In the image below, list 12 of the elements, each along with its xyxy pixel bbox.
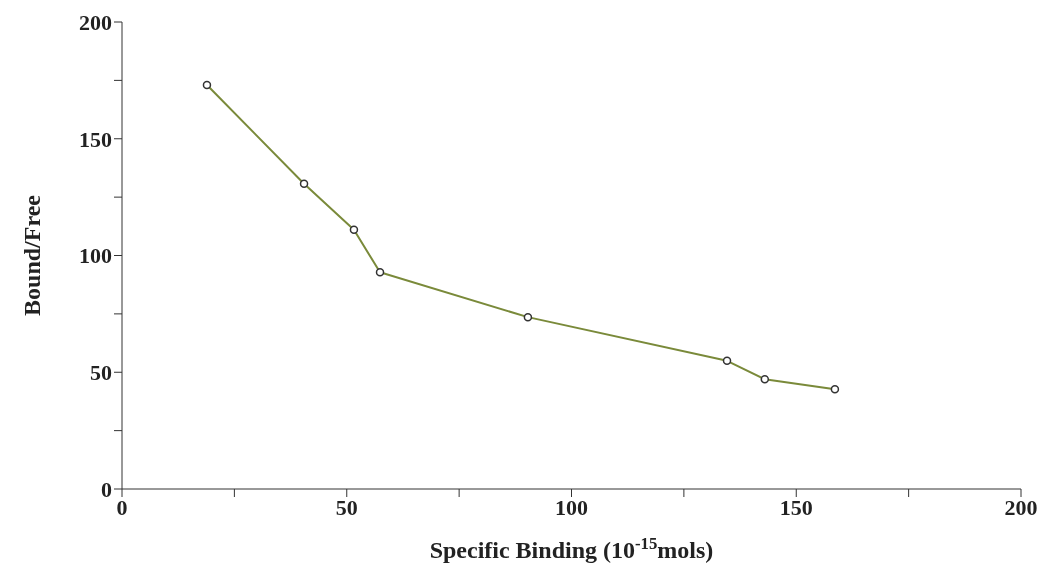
y-tick-label: 200 — [79, 9, 112, 35]
y-tick-label: 0 — [101, 476, 112, 502]
x-tick-label: 150 — [779, 494, 813, 520]
x-tick-label: 50 — [335, 494, 358, 520]
x-tick-label: 100 — [555, 494, 588, 520]
x-tick-label: 0 — [116, 494, 128, 520]
x-axis-title: Specific Binding (10$^{-15}$mols) — [429, 533, 714, 563]
y-tick-label: 150 — [79, 126, 112, 152]
x-tick-label: 200 — [1004, 494, 1038, 520]
y-tick-label: 50 — [90, 360, 112, 386]
y-axis-title: Bound/Free — [19, 194, 45, 316]
y-tick-label: 100 — [79, 243, 112, 269]
